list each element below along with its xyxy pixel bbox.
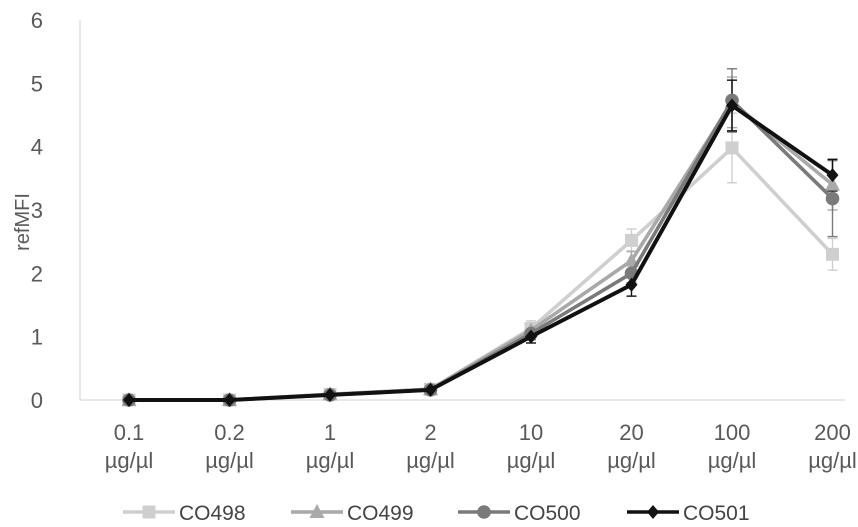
x-tick-label: µg/µl	[306, 448, 355, 473]
legend-swatch-marker	[647, 505, 659, 519]
x-tick-label: 2	[424, 420, 436, 445]
x-tick-label: µg/µl	[105, 448, 154, 473]
chart-series	[121, 93, 840, 407]
legend-label: CO499	[347, 502, 414, 525]
y-tick-label: 4	[31, 135, 43, 160]
legend-swatch-marker	[309, 504, 325, 518]
y-tick-label: 6	[31, 8, 43, 33]
data-point	[725, 141, 739, 155]
x-tick-label: 10	[519, 420, 543, 445]
x-tick-label: µg/µl	[406, 448, 455, 473]
legend-item: CO498	[123, 502, 246, 525]
y-tick-label: 1	[31, 325, 43, 350]
series-line	[129, 103, 834, 402]
data-point	[525, 329, 537, 344]
legend-label: CO498	[179, 502, 246, 525]
x-tick-label: µg/µl	[607, 448, 656, 473]
legend-swatch-marker	[142, 505, 156, 519]
data-point	[825, 191, 840, 206]
data-point	[625, 233, 638, 247]
legend-swatch-marker	[477, 505, 491, 519]
x-tick-label: µg/µl	[808, 448, 857, 473]
data-point	[826, 247, 839, 261]
data-point	[424, 382, 437, 397]
legend-item: CO500	[458, 502, 581, 525]
y-tick-label: 5	[31, 71, 43, 96]
data-point	[625, 277, 638, 292]
data-point	[825, 176, 840, 191]
x-tick-label: 1	[324, 420, 336, 445]
legend-item: CO501	[627, 502, 750, 525]
x-tick-label: µg/µl	[507, 448, 556, 473]
y-tick-label: 2	[31, 261, 43, 286]
x-tick-label: 0.2	[214, 420, 245, 445]
data-point	[826, 168, 839, 183]
chart-legend: CO498 CO499 CO500 CO501	[123, 502, 750, 525]
chart-axes: 0 1 2 3 4 5 6 refMFI 0.1 µg/µl 0.2 µg/µl 1 µg/µl 2 µg/µ…	[12, 8, 857, 473]
y-tick-label: 3	[31, 198, 43, 223]
data-point	[123, 393, 135, 407]
x-tick-label: 200	[814, 420, 851, 445]
legend-label: CO501	[683, 502, 750, 525]
legend-item: CO499	[291, 502, 414, 525]
x-tick-label: µg/µl	[205, 448, 254, 473]
x-tick-label: 20	[619, 420, 643, 445]
data-point	[324, 387, 336, 402]
y-axis-label: refMFI	[12, 193, 34, 251]
x-tick-label: 0.1	[114, 420, 145, 445]
series-co501	[123, 98, 839, 407]
y-tick-label: 0	[31, 388, 43, 413]
data-point	[726, 98, 738, 113]
legend-label: CO500	[514, 502, 581, 525]
data-point	[223, 393, 236, 407]
data-point	[624, 252, 639, 267]
x-tick-label: 100	[714, 420, 751, 445]
x-tick-label: µg/µl	[708, 448, 757, 473]
